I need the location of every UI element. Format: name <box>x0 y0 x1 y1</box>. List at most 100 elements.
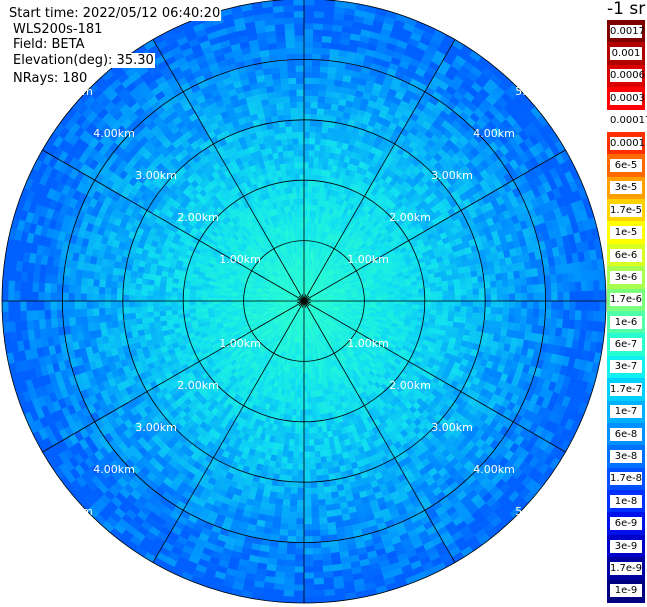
ppi-cell <box>313 438 320 446</box>
ppi-cell <box>56 283 64 293</box>
ppi-cell <box>312 553 323 561</box>
ppi-cell <box>182 296 190 302</box>
ppi-cell <box>303 499 312 507</box>
ppi-cell <box>311 511 320 519</box>
ppi-cell <box>38 282 46 293</box>
ppi-cell <box>110 313 119 322</box>
ppi-cell <box>311 517 320 525</box>
ppi-cell <box>1 290 9 302</box>
ppi-cell <box>317 493 326 501</box>
ppi-cell <box>177 313 185 319</box>
ppi-cell <box>292 457 299 465</box>
ppi-cell <box>303 512 312 519</box>
ppi-cell <box>313 583 325 591</box>
ppi-cell <box>515 300 522 309</box>
ppi-cell <box>159 310 167 317</box>
ppi-cell <box>478 300 486 308</box>
ppi-cell <box>294 433 300 441</box>
ppi-cell <box>459 317 467 324</box>
ppi-cell <box>295 518 305 525</box>
ppi-cell <box>308 439 315 447</box>
ppi-cell <box>323 583 335 591</box>
ppi-cell <box>295 542 305 549</box>
ppi-cell <box>327 528 338 536</box>
ppi-cell <box>311 414 317 422</box>
ppi-cell <box>14 280 22 292</box>
ppi-cell <box>526 308 534 318</box>
ppi-cell <box>466 300 474 308</box>
ppi-cell <box>98 279 106 288</box>
ppi-cell <box>195 304 202 309</box>
ppi-cell <box>484 307 492 315</box>
ppi-cell <box>298 451 305 459</box>
ppi-cell <box>153 315 161 323</box>
ppi-cell <box>574 310 582 321</box>
ppi-cell <box>532 308 540 318</box>
ppi-cell <box>183 304 190 310</box>
ppi-cell <box>311 529 321 537</box>
ppi-cell <box>448 305 456 312</box>
ppi-cell <box>309 469 317 477</box>
ppi-cell <box>110 287 118 295</box>
ppi-cell <box>19 290 27 302</box>
ppi-cell <box>303 572 314 580</box>
ppi-cell <box>394 300 401 305</box>
ppi-cell <box>580 310 588 322</box>
ppi-cell <box>312 559 323 567</box>
ppi-cell <box>26 310 34 321</box>
ppi-cell <box>164 300 172 307</box>
ppi-cell <box>562 318 570 330</box>
ppi-cell <box>303 578 315 586</box>
ppi-cell <box>288 511 297 519</box>
ppi-cell <box>152 290 160 297</box>
ppi-cell <box>303 373 307 380</box>
ppi-cell <box>19 300 27 312</box>
ppi-cell <box>501 321 509 330</box>
ppi-cell <box>189 300 196 306</box>
ppi-cell <box>26 281 34 292</box>
ppi-cell <box>287 450 294 458</box>
ppi-cell <box>32 310 40 321</box>
ppi-cell <box>87 270 95 280</box>
ppi-cell <box>313 571 324 579</box>
ppi-cell <box>509 300 516 309</box>
ppi-cell <box>74 300 81 310</box>
ppi-cell <box>320 462 328 470</box>
ppi-cell <box>135 317 143 325</box>
ppi-cell <box>68 316 76 326</box>
ppi-cell <box>68 284 76 294</box>
ppi-cell <box>116 300 124 308</box>
ppi-cell <box>158 295 166 302</box>
ppi-cell <box>98 293 106 302</box>
ppi-cell <box>301 373 305 380</box>
ppi-cell <box>406 300 413 305</box>
ppi-cell <box>297 463 305 471</box>
ppi-cell <box>213 300 220 305</box>
ppi-cell <box>207 303 214 308</box>
ppi-cell <box>303 385 308 392</box>
ppi-cell <box>569 300 577 311</box>
ppi-cell <box>140 295 148 302</box>
ppi-cell <box>307 415 313 422</box>
ppi-cell <box>291 475 299 483</box>
ppi-cell <box>483 313 491 321</box>
ppi-cell <box>310 505 319 513</box>
ppi-cell <box>303 536 313 543</box>
ppi-cell <box>282 499 291 507</box>
ppi-cell <box>295 530 305 537</box>
ppi-cell <box>309 457 316 465</box>
ppi-cell <box>308 421 314 428</box>
ppi-cell <box>182 300 190 306</box>
ppi-cell <box>296 397 301 404</box>
ppi-cell <box>62 300 69 310</box>
ppi-cell <box>313 589 325 597</box>
ppi-cell <box>1 279 9 291</box>
ppi-cell <box>68 276 76 286</box>
ppi-cell <box>129 312 137 320</box>
ppi-cell <box>140 300 148 307</box>
ppi-cell <box>141 311 149 319</box>
ppi-cell <box>303 433 310 441</box>
ppi-cell <box>289 432 295 440</box>
ppi-cell <box>159 315 167 322</box>
ppi-cell <box>322 565 333 573</box>
